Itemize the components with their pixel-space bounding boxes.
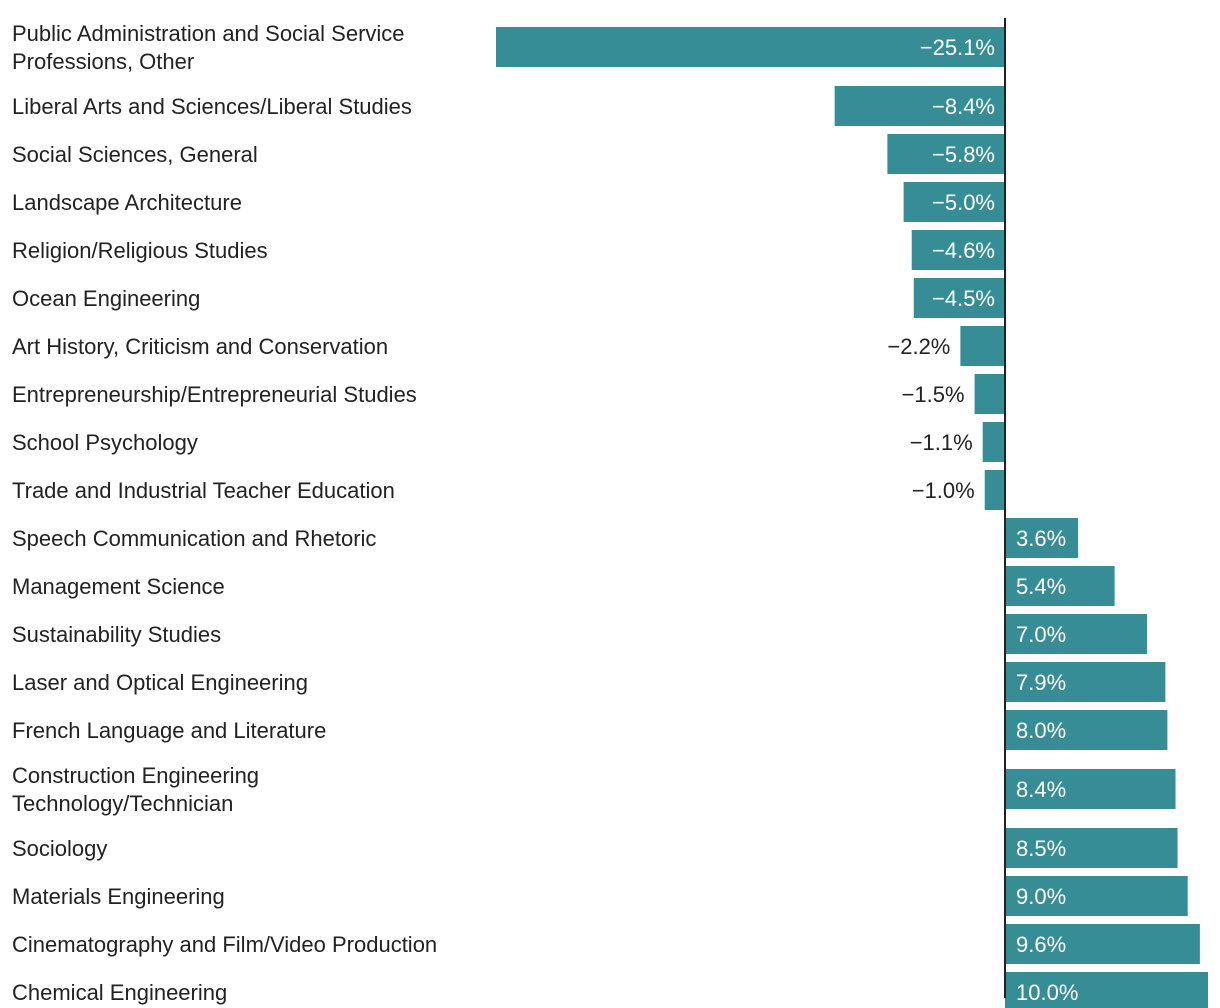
value-label: 10.0% bbox=[1016, 980, 1078, 1005]
category-label-line: School Psychology bbox=[12, 430, 198, 455]
category-label-line: Chemical Engineering bbox=[12, 980, 227, 1005]
value-label: 8.0% bbox=[1016, 718, 1066, 743]
bar bbox=[1005, 972, 1208, 1008]
category-label: Materials Engineering bbox=[12, 884, 225, 909]
category-label: Management Science bbox=[12, 574, 225, 599]
bar bbox=[887, 134, 1005, 174]
category-label-line: Public Administration and Social Service bbox=[12, 21, 405, 46]
value-label: 8.4% bbox=[1016, 777, 1066, 802]
category-label: Religion/Religious Studies bbox=[12, 238, 268, 263]
category-label: School Psychology bbox=[12, 430, 198, 455]
category-label-line: Religion/Religious Studies bbox=[12, 238, 268, 263]
value-label: −8.4% bbox=[932, 94, 995, 119]
bar bbox=[1005, 662, 1166, 702]
category-label: Cinematography and Film/Video Production bbox=[12, 932, 437, 957]
bar bbox=[984, 470, 1005, 510]
bar bbox=[834, 86, 1005, 126]
value-label: −5.0% bbox=[932, 190, 995, 215]
category-label: Chemical Engineering bbox=[12, 980, 227, 1005]
category-label-line: Entrepreneurship/Entrepreneurial Studies bbox=[12, 382, 417, 407]
value-label: 8.5% bbox=[1016, 836, 1066, 861]
category-label-line: Ocean Engineering bbox=[12, 286, 200, 311]
category-label: Sociology bbox=[12, 836, 107, 861]
value-label: −2.2% bbox=[887, 334, 950, 359]
bar bbox=[903, 182, 1005, 222]
category-label-line: Laser and Optical Engineering bbox=[12, 670, 308, 695]
bar bbox=[496, 27, 1005, 67]
category-label-line: Art History, Criticism and Conservation bbox=[12, 334, 388, 359]
bar bbox=[911, 230, 1005, 270]
bar bbox=[1005, 566, 1115, 606]
value-label: −4.5% bbox=[932, 286, 995, 311]
value-label: 9.0% bbox=[1016, 884, 1066, 909]
category-label-line: Management Science bbox=[12, 574, 225, 599]
category-label: Trade and Industrial Teacher Education bbox=[12, 478, 395, 503]
value-label: 3.6% bbox=[1016, 526, 1066, 551]
bar bbox=[1005, 876, 1188, 916]
category-label: Entrepreneurship/Entrepreneurial Studies bbox=[12, 382, 417, 407]
category-label: Art History, Criticism and Conservation bbox=[12, 334, 388, 359]
value-label: 9.6% bbox=[1016, 932, 1066, 957]
category-labels-group: Public Administration and Social Service… bbox=[12, 21, 437, 1005]
bars-group bbox=[496, 27, 1208, 1008]
category-label: Construction Engineering Technology/Techn… bbox=[12, 763, 259, 816]
category-label-line: Speech Communication and Rhetoric bbox=[12, 526, 376, 551]
value-label: −25.1% bbox=[920, 35, 995, 60]
category-label-line: Construction Engineering bbox=[12, 763, 259, 788]
category-label-line: Trade and Industrial Teacher Education bbox=[12, 478, 395, 503]
bar bbox=[1005, 614, 1148, 654]
bar bbox=[1005, 518, 1079, 558]
value-label: 7.9% bbox=[1016, 670, 1066, 695]
bar bbox=[913, 278, 1005, 318]
value-label: 5.4% bbox=[1016, 574, 1066, 599]
category-label: Laser and Optical Engineering bbox=[12, 670, 308, 695]
category-label-line: Landscape Architecture bbox=[12, 190, 242, 215]
category-label: Sustainability Studies bbox=[12, 622, 221, 647]
category-label-line: French Language and Literature bbox=[12, 718, 326, 743]
bar bbox=[974, 374, 1005, 414]
bar bbox=[982, 422, 1005, 462]
value-labels-group: −25.1% −8.4% −5.8% −5.0% −4.6% −4.5% −2.2% −1.5… bbox=[887, 35, 1078, 1005]
value-label: −4.6% bbox=[932, 238, 995, 263]
category-label-line: Professions, Other bbox=[12, 49, 194, 74]
value-label: −1.0% bbox=[912, 478, 975, 503]
bar bbox=[1005, 924, 1200, 964]
category-label: Public Administration and Social Service… bbox=[12, 21, 405, 74]
value-label: −5.8% bbox=[932, 142, 995, 167]
category-label: Speech Communication and Rhetoric bbox=[12, 526, 376, 551]
category-label: Landscape Architecture bbox=[12, 190, 242, 215]
category-label: Ocean Engineering bbox=[12, 286, 200, 311]
category-label: Liberal Arts and Sciences/Liberal Studie… bbox=[12, 94, 412, 119]
category-label-line: Technology/Technician bbox=[12, 791, 233, 816]
category-label-line: Materials Engineering bbox=[12, 884, 225, 909]
bar bbox=[1005, 769, 1176, 809]
value-label: −1.1% bbox=[910, 430, 973, 455]
bar bbox=[1005, 828, 1178, 868]
category-label: Social Sciences, General bbox=[12, 142, 258, 167]
category-label-line: Liberal Arts and Sciences/Liberal Studie… bbox=[12, 94, 412, 119]
value-label: −1.5% bbox=[902, 382, 965, 407]
category-label-line: Sustainability Studies bbox=[12, 622, 221, 647]
category-label-line: Sociology bbox=[12, 836, 107, 861]
bar bbox=[1005, 710, 1168, 750]
category-label-line: Social Sciences, General bbox=[12, 142, 258, 167]
category-label-line: Cinematography and Film/Video Production bbox=[12, 932, 437, 957]
bar bbox=[960, 326, 1005, 366]
category-label: French Language and Literature bbox=[12, 718, 326, 743]
value-label: 7.0% bbox=[1016, 622, 1066, 647]
